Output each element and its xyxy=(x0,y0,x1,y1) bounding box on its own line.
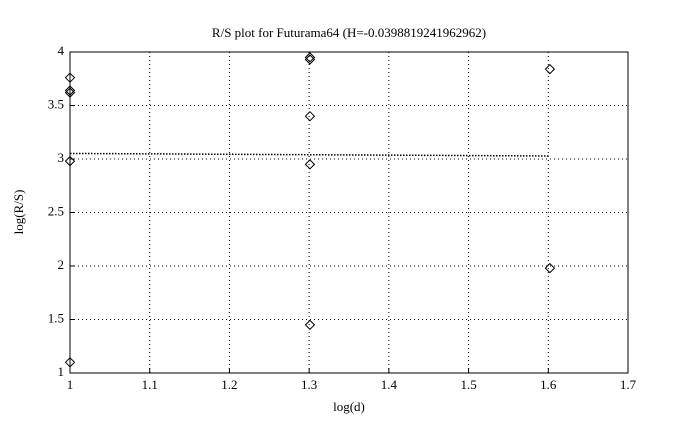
y-tick-label: 4 xyxy=(58,43,65,58)
scatter-point xyxy=(304,159,316,170)
x-tick-label: 1.4 xyxy=(381,377,398,392)
y-tick-label: 2 xyxy=(58,257,65,272)
scatter-point xyxy=(64,155,76,167)
x-tick-label: 1.3 xyxy=(301,377,317,392)
y-tick-label: 1.5 xyxy=(48,310,64,325)
scatter-point xyxy=(304,54,316,65)
scatter-point xyxy=(544,262,556,274)
x-tick-label: 1.1 xyxy=(142,377,158,392)
y-tick-label: 3 xyxy=(58,150,65,165)
scatter-point xyxy=(64,72,76,83)
y-tick-label: 3.5 xyxy=(48,96,64,111)
scatter-point xyxy=(64,85,76,96)
scatter-point xyxy=(64,357,76,368)
chart-title: R/S plot for Futurama64 (H=-0.0398819241… xyxy=(212,25,486,40)
fit-line xyxy=(69,152,550,157)
plot-frame xyxy=(69,51,629,374)
scatter-point xyxy=(304,319,316,331)
x-tick-label: 1.5 xyxy=(460,377,476,392)
y-axis-label: log(R/S) xyxy=(11,190,26,235)
x-tick-label: 1.2 xyxy=(221,377,237,392)
x-axis-label: log(d) xyxy=(333,399,365,414)
y-tick-label: 2.5 xyxy=(48,203,64,218)
x-tick-label: 1.6 xyxy=(540,377,557,392)
x-tick-label: 1.7 xyxy=(620,377,637,392)
scatter-point xyxy=(64,87,76,98)
scatter-point xyxy=(304,110,316,122)
scatter-point xyxy=(544,63,556,75)
y-tick-label: 1 xyxy=(58,364,65,379)
scatter-point xyxy=(304,52,316,63)
x-tick-label: 1 xyxy=(67,377,74,392)
